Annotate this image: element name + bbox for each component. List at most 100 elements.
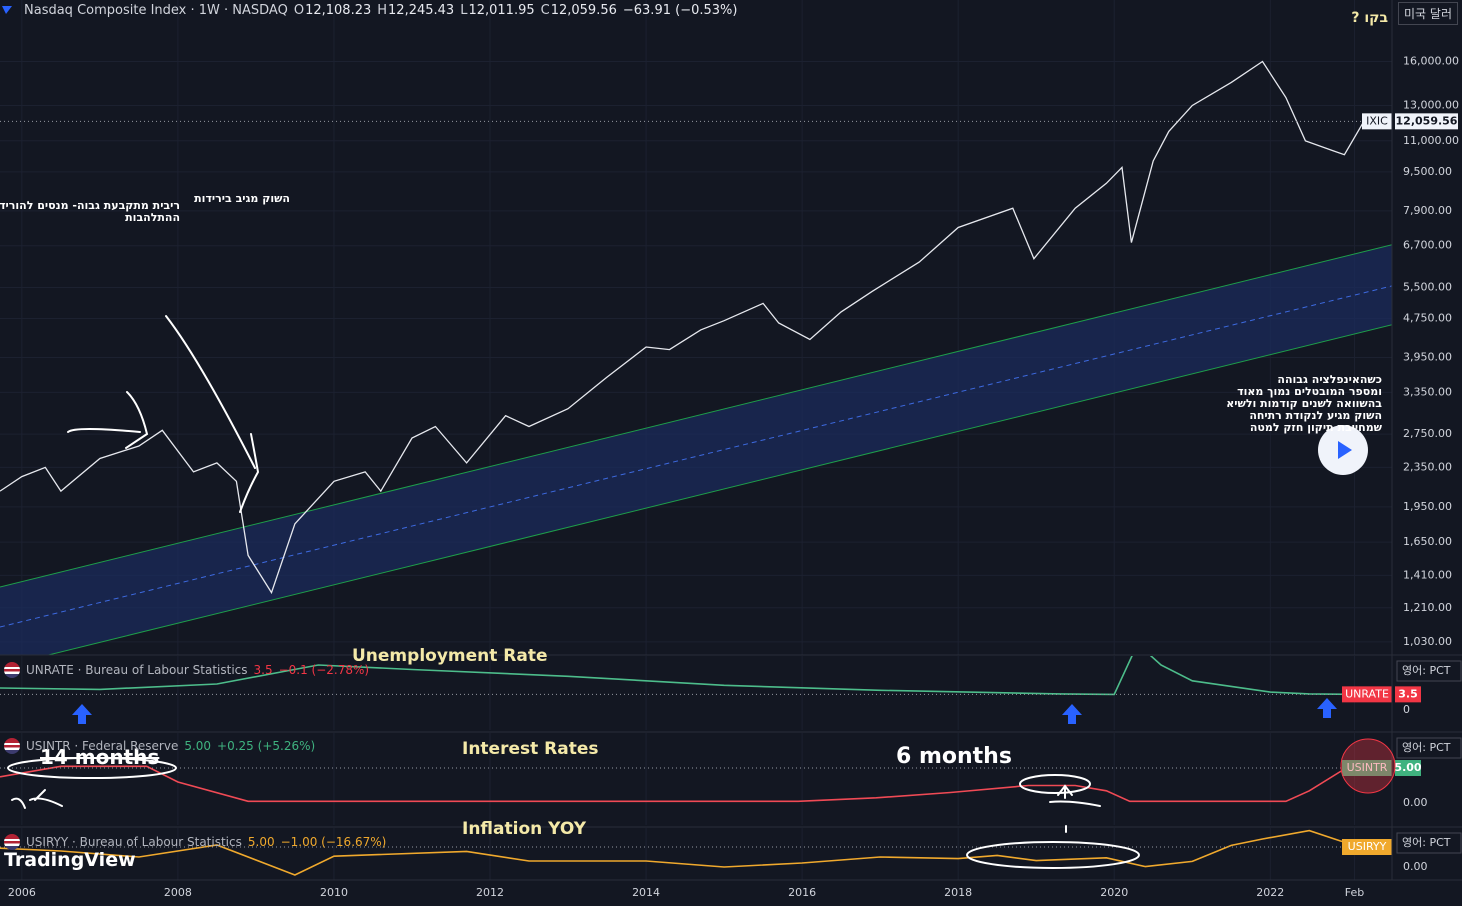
x-tick-label: 2008 (164, 886, 192, 899)
series-line (0, 829, 1365, 876)
y-tick-label: 6,700.00 (1403, 239, 1452, 252)
scale-label-box (1396, 737, 1462, 759)
series-tag-label: USINTR (1347, 761, 1388, 774)
value-tag-label: 12,059.56 (1396, 114, 1458, 127)
legend-value: 3.5 (253, 663, 273, 677)
scale-label: 영어: PCT (1402, 836, 1451, 849)
x-tick-label: 2014 (632, 886, 660, 899)
y-tick-label: 16,000.00 (1403, 55, 1459, 68)
legend-change: −0.1 (−2.78%) (278, 663, 370, 677)
channel-lower (46, 324, 1392, 655)
y-tick-label: 1,410.00 (1403, 568, 1452, 581)
y-tick-label: 3,350.00 (1403, 385, 1452, 398)
scale-label-box (1396, 832, 1462, 854)
annotation-line: שמחייבת תיקון חזק למטה (1249, 421, 1382, 434)
legend-name: USINTR · Federal Reserve (26, 739, 179, 753)
x-tick-label: 2010 (320, 886, 348, 899)
annotation: בקו ? (1351, 10, 1388, 26)
series-tag-label: IXIC (1366, 114, 1388, 127)
series-tag (1342, 839, 1392, 855)
ohlc-value: 12,245.43 (388, 3, 455, 18)
pane-title: Inflation YOY (462, 819, 587, 839)
y-tick-label: 3,950.00 (1403, 350, 1452, 363)
channel-middle (0, 285, 1392, 628)
ohlc-value: 12,108.23 (305, 3, 372, 18)
x-tick-label: 2012 (476, 886, 504, 899)
annotation-line: כשהאינפלציה גבוהה (1277, 373, 1382, 386)
scale-label: 영어: PCT (1402, 664, 1451, 677)
x-tick-label: 2018 (944, 886, 972, 899)
legend-change: +0.25 (+5.26%) (217, 739, 316, 753)
y-tick-label: 13,000.00 (1403, 98, 1459, 111)
annotation: ריבית מתקבעת גבוה- מנסים להוריד ההתלהבות (0, 200, 180, 224)
value-tag (1395, 760, 1421, 777)
x-tick-label: 2006 (8, 886, 36, 899)
ohlc-key: H (377, 3, 388, 18)
y-tick-label: 1,030.00 (1403, 635, 1452, 648)
y-tick-label: 7,900.00 (1403, 204, 1452, 217)
pane (0, 656, 1364, 730)
price-change: −63.91 (−0.53%) (622, 3, 738, 18)
ohlc-value: 12,059.56 (550, 3, 617, 18)
y-tick-label: 0.00 (1403, 860, 1428, 873)
annotation-line: בהשוואה לשנים קודמות ולשיא (1226, 397, 1382, 410)
series-line (0, 656, 1364, 696)
channel-fill (0, 244, 1392, 655)
annotation-line: ההתלהבות (125, 211, 180, 224)
y-tick-label: 5,500.00 (1403, 280, 1452, 293)
y-tick-label: 4,750.00 (1403, 311, 1452, 324)
series-tag-label: UNRATE (1345, 687, 1389, 700)
scale-label-box (1396, 660, 1462, 682)
flag-icon (4, 662, 20, 678)
y-tick-label: 11,000.00 (1403, 134, 1459, 147)
legend-name: USIRYY · Bureau of Labour Statistics (26, 835, 242, 849)
ohlc-key: O (293, 3, 305, 18)
y-tick-label: 2,350.00 (1403, 460, 1452, 473)
symbol-title[interactable]: Nasdaq Composite Index · 1W · NASDAQ (24, 3, 288, 18)
pane-title: Unemployment Rate (352, 646, 548, 666)
y-tick-label: 0 (1403, 703, 1410, 716)
legend-value: 5.00 (184, 739, 212, 753)
value-tag-label: 3.5 (1398, 687, 1418, 700)
flag-icon (4, 738, 20, 754)
legend-name: UNRATE · Bureau of Labour Statistics (26, 663, 248, 677)
annotation-line: ריבית מתקבעת גבוה- מנסים להוריד (0, 199, 180, 212)
play-icon[interactable] (1338, 441, 1352, 459)
annotation-line: ומספר המובטלים נמוך מאוד (1237, 385, 1382, 398)
flag-icon (4, 834, 20, 850)
annotation: 14 months (40, 745, 160, 769)
annotation: 6 months (896, 744, 1012, 769)
y-tick-label: 1,650.00 (1403, 535, 1452, 548)
annotation: השוק מגיב בירידות (194, 192, 290, 205)
y-tick-label: 1,210.00 (1403, 601, 1452, 614)
channel-upper (0, 244, 1392, 588)
legend-value: 5.00 (247, 835, 275, 849)
value-tag (1395, 686, 1421, 703)
currency-label[interactable]: 미국 달러 (1398, 2, 1458, 25)
pane-title: Interest Rates (462, 739, 599, 759)
pane (0, 0, 1392, 655)
y-tick-label: 2,750.00 (1403, 427, 1452, 440)
annotation-line: השוק מגיע לנקודת רתיחה (1249, 409, 1382, 422)
logo[interactable]: TradingView (4, 849, 136, 871)
series-tag-label: USIRYY (1348, 840, 1387, 853)
series-tag (1362, 113, 1392, 130)
scale-label: 영어: PCT (1402, 741, 1451, 754)
x-tick-label: Feb (1345, 886, 1364, 899)
value-tag (1395, 113, 1458, 130)
value-tag-label: 5.00 (1394, 761, 1421, 774)
ohlc-value: 12,011.95 (468, 3, 535, 18)
legend: USIRYY · Bureau of Labour Statistics 5.00… (4, 834, 386, 850)
legend: UNRATE · Bureau of Labour Statistics 3.5−… (4, 662, 369, 678)
legend-change: −1.00 (−16.67%) (280, 835, 387, 849)
ohlc-key: C (540, 3, 550, 18)
y-tick-label: 0.00 (1403, 796, 1428, 809)
ohlc-key: L (460, 3, 468, 18)
x-tick-label: 2022 (1256, 886, 1284, 899)
series-line (0, 765, 1365, 803)
annotation: כשהאינפלציה גבוהה ומספר המובטלים נמוך מא… (1226, 374, 1382, 434)
x-tick-label: 2016 (788, 886, 816, 899)
header: Nasdaq Composite Index · 1W · NASDAQ O 12… (4, 3, 737, 18)
play-button[interactable] (1318, 425, 1368, 475)
